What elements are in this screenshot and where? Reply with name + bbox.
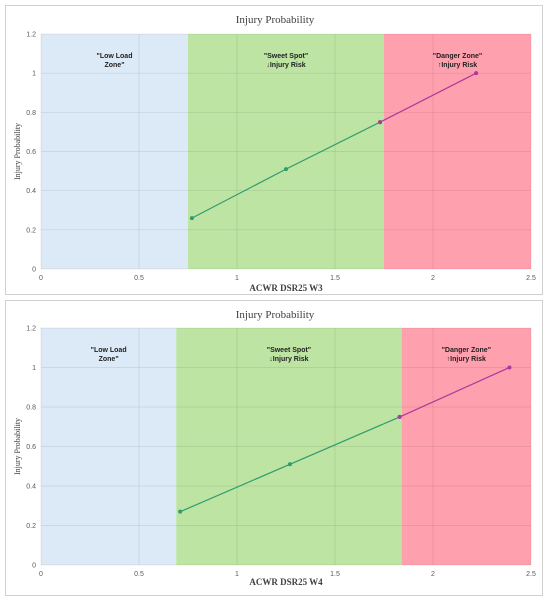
zone-label: ↓Injury Risk [269, 356, 308, 363]
chart-panel-w4: 0 0.5 1 1.5 2 2.5 0 0.2 0.4 0.6 0.8 1 1.2 "Low Load Zo… [5, 300, 543, 596]
data-point [189, 216, 194, 221]
x-tick-label: 0 [39, 275, 43, 282]
y-tick-label: 0.8 [26, 110, 36, 117]
y-tick-label: 0.2 [26, 227, 36, 234]
data-point [178, 509, 183, 514]
series-line [399, 366, 510, 418]
x-axis-title: ACWR DSR25 W4 [249, 577, 323, 587]
x-tick-label: 0.5 [134, 571, 144, 578]
x-tick-label: 1.5 [330, 571, 340, 578]
zone-band [176, 328, 402, 565]
x-axis-title: ACWR DSR25 W3 [249, 283, 323, 293]
zone-label: Zone" [104, 62, 124, 69]
x-tick-label: 1 [235, 571, 239, 578]
zone-label: Zone" [99, 356, 119, 363]
data-point [284, 167, 288, 172]
x-tick-label: 1 [235, 275, 239, 282]
chart-panel-w3: 0 0.5 1 1.5 2 2.5 0 0.2 0.4 0.6 0.8 1 1.2 "Low Load Zo… [5, 5, 543, 295]
y-axis-title: Injury Probability [13, 123, 22, 180]
zone-band [41, 328, 177, 565]
y-tick-label: 0 [32, 563, 36, 570]
zone-label: "Danger Zone" [433, 53, 482, 60]
zone-band [188, 34, 384, 269]
y-axis-title: Injury Probability [13, 418, 22, 475]
y-tick-label: 0.6 [26, 149, 36, 156]
y-tick-label: 1.2 [26, 326, 36, 333]
zone-label: "Low Load [97, 53, 133, 60]
data-point [287, 462, 292, 467]
x-tick-label: 0 [39, 571, 43, 578]
zone-label: ↑Injury Risk [447, 356, 486, 363]
zone-label: ↓Injury Risk [266, 62, 305, 69]
zone-band [41, 34, 188, 269]
data-point [378, 120, 383, 125]
x-tick-label: 2.5 [526, 275, 536, 282]
y-tick-label: 1.2 [26, 32, 36, 39]
x-tick-label: 2 [431, 571, 435, 578]
zone-label: "Low Load [91, 347, 127, 354]
zone-label: "Danger Zone" [442, 347, 491, 354]
zone-label: "Sweet Spot" [264, 53, 308, 60]
y-tick-label: 0.8 [26, 405, 36, 412]
chart-title: Injury Probability [236, 309, 315, 321]
chart-w3: 0 0.5 1 1.5 2 2.5 0 0.2 0.4 0.6 0.8 1 1.2 "Low Load Zo… [13, 14, 536, 293]
zone-label: ↑Injury Risk [438, 62, 477, 69]
y-tick-label: 0.4 [26, 484, 36, 491]
chart-title: Injury Probability [236, 14, 315, 26]
data-point [397, 414, 402, 419]
x-tick-label: 2 [431, 275, 435, 282]
data-point [474, 71, 479, 76]
series-line [379, 72, 477, 123]
y-tick-label: 1 [32, 365, 36, 372]
x-tick-label: 0.5 [134, 275, 144, 282]
data-point [507, 365, 512, 370]
x-tick-label: 2.5 [526, 571, 536, 578]
zone-band [384, 34, 531, 269]
y-tick-label: 0.4 [26, 188, 36, 195]
x-tick-label: 1.5 [330, 275, 340, 282]
y-tick-label: 1 [32, 71, 36, 78]
zone-label: "Sweet Spot" [267, 347, 311, 354]
y-tick-label: 0.6 [26, 444, 36, 451]
y-tick-label: 0 [32, 267, 36, 274]
chart-w4: 0 0.5 1 1.5 2 2.5 0 0.2 0.4 0.6 0.8 1 1.2 "Low Load Zo… [13, 309, 536, 587]
y-tick-label: 0.2 [26, 523, 36, 530]
